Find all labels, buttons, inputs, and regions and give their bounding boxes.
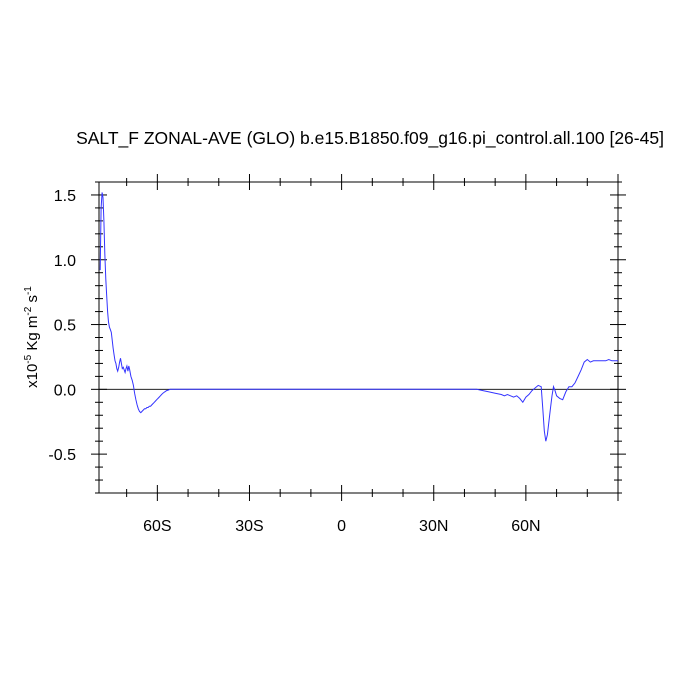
plot-frame <box>98 181 619 494</box>
y-tick-label: 0.5 <box>54 318 76 335</box>
x-tick-label: 60N <box>511 518 540 535</box>
x-tick-labels: 60S 30S 0 30N 60N <box>143 518 540 535</box>
y-axis-label: x10-5 Kg m-2 s-1 <box>23 286 41 388</box>
chart-title: SALT_F ZONAL-AVE (GLO) b.e15.B1850.f09_g… <box>76 128 664 149</box>
x-tick-label: 30S <box>235 518 263 535</box>
axis-ticks <box>91 174 626 501</box>
x-tick-label: 0 <box>337 518 346 535</box>
series-line <box>99 192 618 442</box>
y-tick-label: 1.0 <box>54 253 76 270</box>
y-tick-label: -0.5 <box>48 447 76 464</box>
y-tick-label: 0.0 <box>54 382 76 399</box>
x-tick-label: 30N <box>419 518 448 535</box>
x-tick-label: 60S <box>143 518 171 535</box>
y-tick-label: 1.5 <box>54 188 76 205</box>
y-tick-labels: 1.5 1.0 0.5 0.0 -0.5 <box>48 188 76 464</box>
